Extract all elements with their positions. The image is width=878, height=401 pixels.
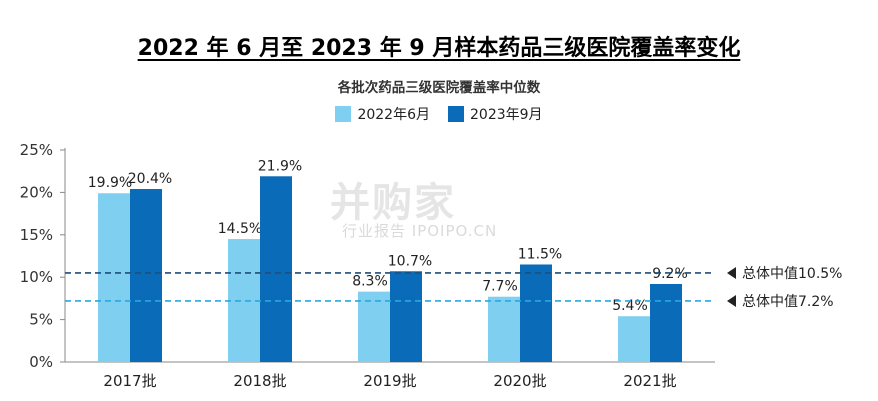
bar-0-2 (358, 291, 390, 362)
bar-1-4 (650, 283, 682, 362)
reference-arrow-icon (727, 294, 736, 307)
y-tick-label: 10% (20, 268, 53, 286)
data-label: 7.7% (482, 279, 518, 295)
y-tick-label: 0% (29, 353, 53, 371)
bar-0-0 (98, 193, 130, 362)
data-label: 20.4% (128, 171, 172, 187)
x-tick-label: 2021批 (623, 372, 676, 390)
legend-swatch-dark (448, 106, 464, 122)
x-tick-label: 2019批 (363, 372, 416, 390)
legend-label-2023: 2023年9月 (470, 107, 543, 123)
chart-subtitle: 各批次药品三级医院覆盖率中位数 (337, 80, 541, 96)
data-label: 9.2% (652, 266, 688, 282)
y-tick-label: 25% (20, 141, 53, 159)
data-label: 11.5% (518, 246, 562, 262)
data-label: 14.5% (218, 221, 262, 237)
bar-1-0 (130, 189, 162, 362)
watermark-logo: 并购家 (330, 180, 456, 226)
reference-label: 总体中值10.5% (742, 266, 842, 282)
legend-item-2022: 2022年6月 (335, 104, 430, 124)
bar-0-3 (488, 296, 520, 362)
watermark-text: 行业报告 IPOIPO.CN (342, 222, 498, 240)
bar-1-1 (260, 176, 292, 362)
y-tick-label: 5% (29, 311, 53, 329)
legend-item-2023: 2023年9月 (448, 104, 543, 124)
x-tick-label: 2017批 (103, 372, 156, 390)
bar-0-4 (618, 316, 650, 362)
page-title: 2022 年 6 月至 2023 年 9 月样本药品三级医院覆盖率变化 (137, 36, 741, 61)
bar-1-3 (520, 264, 552, 362)
data-label: 10.7% (388, 253, 432, 269)
legend-label-2022: 2022年6月 (357, 107, 430, 123)
bar-1-2 (390, 271, 422, 362)
x-tick-label: 2018批 (233, 372, 286, 390)
data-label: 5.4% (612, 298, 648, 314)
bar-0-1 (228, 239, 260, 362)
y-tick-label: 15% (20, 226, 53, 244)
reference-label: 总体中值7.2% (742, 294, 834, 310)
reference-arrow-icon (727, 266, 736, 279)
data-label: 8.3% (352, 274, 388, 290)
data-label: 21.9% (258, 158, 302, 174)
legend-swatch-light (335, 106, 352, 122)
legend: 2022年6月 2023年9月 (0, 104, 878, 124)
data-label: 19.9% (88, 175, 132, 191)
y-tick-label: 20% (20, 183, 53, 201)
x-tick-label: 2020批 (493, 372, 546, 390)
